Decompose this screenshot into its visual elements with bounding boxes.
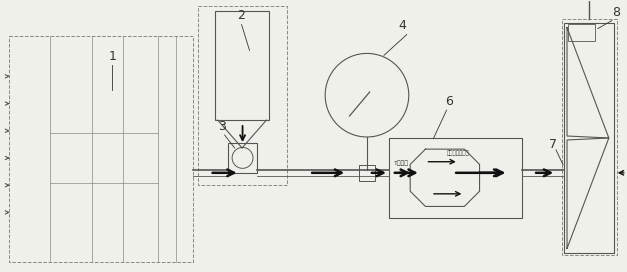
Text: 1: 1 — [108, 50, 116, 63]
Text: 2: 2 — [238, 9, 246, 21]
Text: 6: 6 — [445, 95, 453, 108]
Bar — [228, 143, 258, 173]
Text: 8: 8 — [612, 6, 620, 18]
Bar — [359, 165, 375, 181]
Text: 4: 4 — [399, 18, 407, 32]
Text: 7: 7 — [549, 138, 557, 151]
Bar — [562, 18, 617, 255]
Text: T流道通: T流道通 — [394, 160, 409, 166]
Text: 3: 3 — [218, 120, 226, 133]
Text: 射流式集流装置: 射流式集流装置 — [447, 150, 470, 156]
Bar — [198, 6, 287, 185]
Bar — [389, 138, 522, 218]
Bar — [564, 23, 614, 254]
Bar — [214, 11, 270, 120]
Bar — [567, 24, 595, 42]
Bar — [9, 36, 192, 262]
